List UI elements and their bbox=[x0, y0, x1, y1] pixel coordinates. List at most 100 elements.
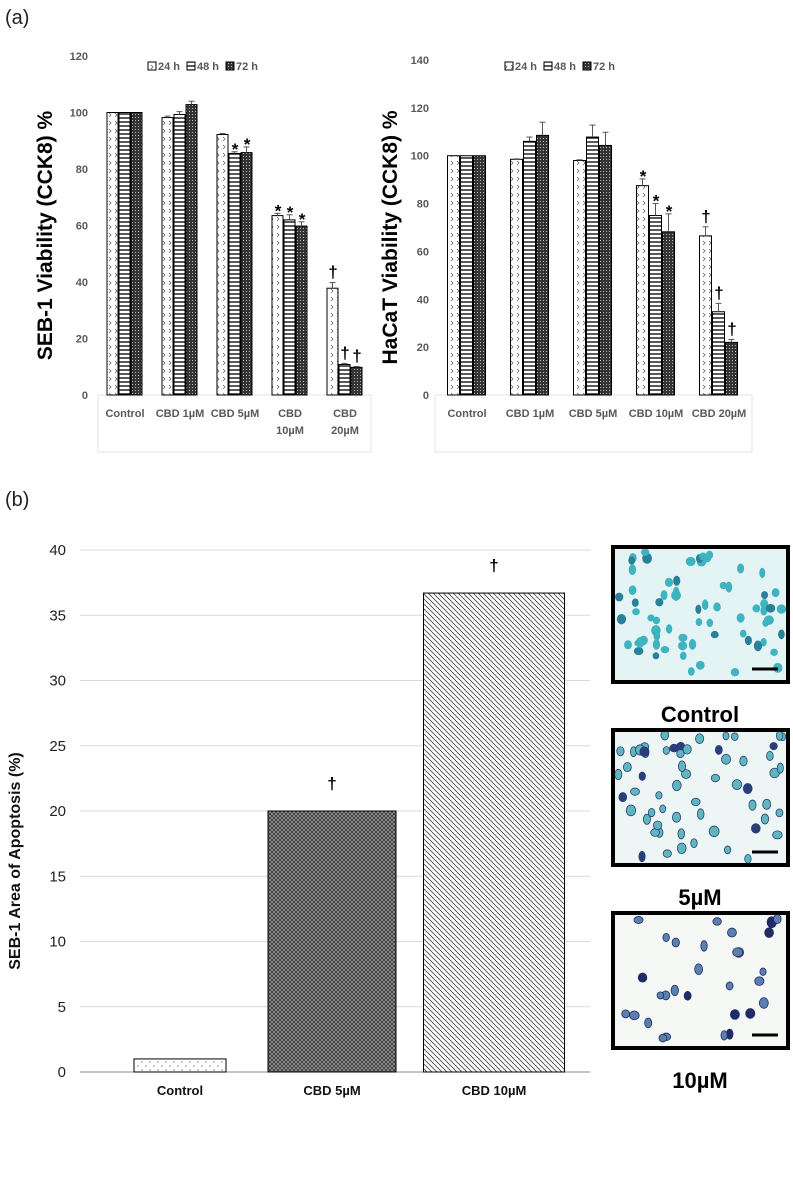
cell-nucleus bbox=[659, 804, 667, 814]
bar-48h bbox=[118, 112, 131, 396]
cell-nucleus bbox=[622, 762, 632, 773]
category-label: Control bbox=[105, 408, 144, 420]
y-tick-label: 40 bbox=[49, 542, 66, 559]
bar-72h bbox=[473, 155, 486, 396]
cell-nucleus bbox=[691, 797, 701, 807]
cell-nucleus bbox=[695, 660, 705, 670]
bar-72h bbox=[295, 225, 308, 396]
y-tick-label: 140 bbox=[411, 55, 429, 67]
category-label: CBD bbox=[333, 408, 357, 420]
cell-nucleus bbox=[695, 604, 702, 615]
cell-nucleus bbox=[662, 849, 672, 858]
cell-nucleus bbox=[759, 567, 766, 579]
y-tick-label: 100 bbox=[411, 151, 429, 163]
cell-nucleus bbox=[688, 638, 697, 650]
cell-nucleus bbox=[722, 731, 730, 741]
cell-nucleus bbox=[652, 652, 660, 660]
cell-nucleus bbox=[723, 845, 732, 855]
bar-24h bbox=[447, 155, 460, 396]
bar-72h bbox=[599, 144, 612, 396]
cell-nucleus bbox=[744, 635, 752, 646]
bar-24h bbox=[161, 117, 174, 396]
category-axis-box bbox=[97, 394, 372, 453]
cell-nucleus bbox=[694, 963, 703, 976]
y-tick-label: 40 bbox=[417, 294, 429, 306]
cell-nucleus bbox=[652, 639, 661, 650]
micrograph-background bbox=[613, 547, 788, 682]
significance-marker: * bbox=[275, 201, 282, 220]
cell-nucleus bbox=[737, 563, 745, 574]
bar-2 bbox=[423, 592, 565, 1073]
cell-nucleus bbox=[751, 823, 761, 834]
legend-swatch bbox=[147, 61, 157, 71]
cell-nucleus bbox=[725, 581, 733, 593]
category-label: Control bbox=[157, 1083, 203, 1098]
cell-nucleus bbox=[695, 733, 705, 744]
panel-label-a: (a) bbox=[5, 7, 29, 29]
cell-nucleus bbox=[706, 618, 714, 628]
micrograph-image bbox=[611, 911, 790, 1050]
legend-swatch bbox=[582, 61, 592, 71]
cell-nucleus bbox=[752, 604, 761, 613]
category-label: 10µM bbox=[276, 425, 304, 437]
bar-48h bbox=[338, 363, 351, 396]
y-tick-label: 120 bbox=[411, 103, 429, 115]
cell-nucleus bbox=[762, 798, 772, 810]
cell-nucleus bbox=[682, 744, 692, 755]
significance-marker: † bbox=[714, 283, 723, 302]
cell-nucleus bbox=[647, 614, 655, 622]
category-label: CBD 1µM bbox=[506, 408, 555, 420]
cell-nucleus bbox=[633, 915, 644, 924]
bar-24h bbox=[573, 160, 586, 396]
cell-nucleus bbox=[628, 556, 636, 565]
significance-marker: * bbox=[244, 135, 251, 154]
cell-nucleus bbox=[727, 927, 737, 938]
y-axis-title: SEB-1 Viability (CCK8) % bbox=[34, 111, 57, 361]
cell-nucleus bbox=[730, 1009, 740, 1020]
significance-marker: * bbox=[653, 192, 660, 211]
cell-nucleus bbox=[678, 633, 688, 642]
significance-marker: † bbox=[352, 346, 361, 365]
category-label: CBD bbox=[278, 408, 302, 420]
cell-nucleus bbox=[632, 608, 640, 616]
y-tick-label: 120 bbox=[70, 51, 88, 63]
y-tick-label: 0 bbox=[58, 1064, 66, 1081]
bar-72h bbox=[725, 341, 738, 396]
cell-nucleus bbox=[754, 976, 765, 986]
cell-nucleus bbox=[776, 604, 787, 614]
significance-marker: † bbox=[701, 207, 710, 226]
cell-nucleus bbox=[730, 668, 740, 677]
cell-nucleus bbox=[776, 762, 784, 774]
cell-nucleus bbox=[701, 599, 709, 610]
category-label: 20µM bbox=[331, 425, 359, 437]
cell-nucleus bbox=[771, 588, 780, 598]
y-tick-label: 80 bbox=[417, 199, 429, 211]
legend-label: 48 h bbox=[554, 61, 576, 73]
significance-marker: * bbox=[666, 202, 673, 221]
cell-nucleus bbox=[662, 746, 670, 755]
cell-nucleus bbox=[775, 808, 784, 818]
cell-nucleus bbox=[616, 746, 625, 757]
y-tick-label: 20 bbox=[417, 342, 429, 354]
cell-nucleus bbox=[637, 972, 648, 983]
cell-nucleus bbox=[624, 640, 632, 650]
micrograph-label: 10µM bbox=[672, 1068, 727, 1093]
bar-0 bbox=[133, 1058, 227, 1073]
micrograph-frame bbox=[611, 728, 790, 867]
legend-label: 48 h bbox=[197, 61, 219, 73]
cell-nucleus bbox=[614, 592, 624, 602]
cell-nucleus bbox=[671, 937, 680, 948]
cell-nucleus bbox=[703, 554, 712, 563]
cell-nucleus bbox=[748, 799, 757, 811]
cell-nucleus bbox=[697, 808, 705, 820]
category-label: Control bbox=[447, 408, 486, 420]
category-label: CBD 1µM bbox=[156, 408, 205, 420]
cell-nucleus bbox=[770, 648, 778, 657]
cell-nucleus bbox=[739, 629, 747, 638]
legend-label: 72 h bbox=[236, 61, 258, 73]
cell-nucleus bbox=[670, 984, 679, 997]
legend-swatch bbox=[504, 61, 514, 71]
cell-nucleus bbox=[772, 830, 783, 840]
cell-nucleus bbox=[760, 599, 769, 609]
significance-marker: † bbox=[340, 343, 349, 362]
